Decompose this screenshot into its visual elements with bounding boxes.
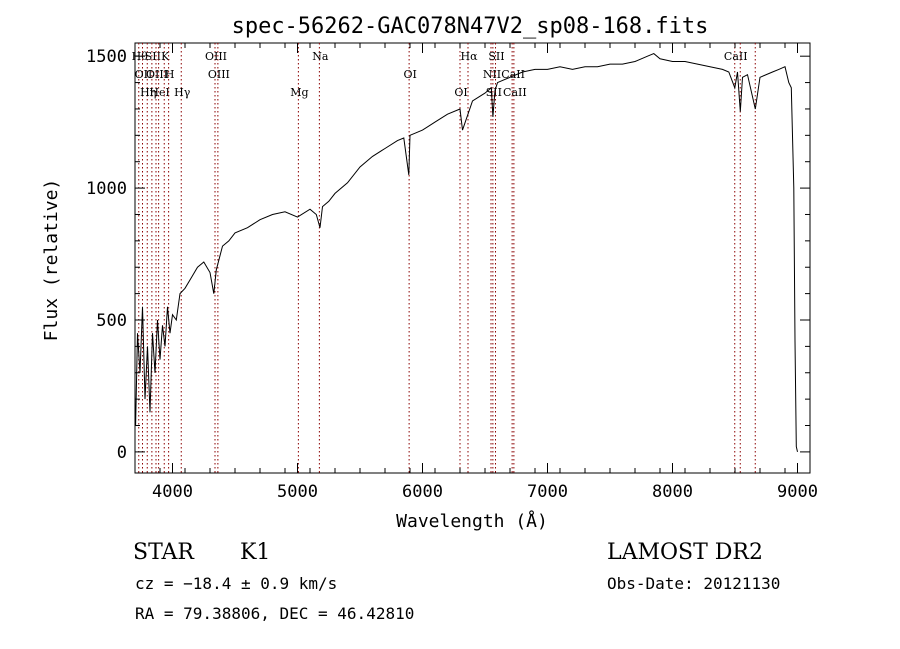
marker-label: Na: [312, 50, 329, 63]
object-class: STAR: [133, 540, 194, 565]
x-tick-label: 7000: [527, 482, 568, 502]
marker-label: HeI: [149, 86, 169, 99]
marker-label: CaII: [724, 50, 748, 63]
marker-label: OII: [135, 68, 153, 81]
chart-title: spec-56262-GAC078N47V2_sp08-168.fits: [232, 14, 709, 39]
redshift-readout: cz = −18.4 ± 0.9 km/s: [135, 574, 338, 593]
marker-label: SII: [486, 86, 502, 99]
marker-label: NII: [483, 68, 501, 81]
marker-label: OIII: [208, 68, 230, 81]
x-tick-label: 9000: [777, 482, 818, 502]
marker-label: OIII: [146, 68, 168, 81]
obs-date: Obs-Date: 20121130: [607, 574, 781, 593]
marker-label: CaII: [503, 86, 527, 99]
x-tick-label: 4000: [152, 482, 193, 502]
y-tick-label: 1000: [86, 179, 127, 199]
marker-label: Hα: [460, 50, 478, 63]
marker-label: OI: [454, 86, 467, 99]
plot-frame: [134, 42, 811, 474]
marker-label: Mg: [290, 86, 308, 99]
object-subclass: K1: [240, 540, 271, 565]
y-tick-label: 1500: [86, 47, 127, 67]
x-tick-label: 8000: [652, 482, 693, 502]
marker-label: H: [165, 68, 175, 81]
survey-name: LAMOST DR2: [607, 540, 763, 565]
marker-label: OI: [403, 68, 416, 81]
y-axis-label: Flux (relative): [41, 179, 62, 342]
marker-label: OIII: [205, 50, 227, 63]
marker-label: SII: [145, 50, 161, 63]
x-tick-label: 5000: [277, 482, 318, 502]
y-tick-label: 500: [96, 311, 127, 331]
marker-label: SII: [488, 50, 504, 63]
x-axis-label: Wavelength (Å): [396, 510, 548, 532]
spectral-line-markers: HθOIIHηSIIOIIIHeIKHHγOIIIOIIIMgNaOIOIHαN…: [132, 43, 756, 473]
coordinates: RA = 79.38806, DEC = 46.42810: [135, 604, 415, 623]
marker-label: K: [161, 50, 170, 63]
spectrum-line: [135, 53, 798, 453]
marker-label: Hγ: [174, 86, 191, 99]
axis-ticks: 4000 5000 6000 7000 8000 9000 0 500 1000 1500: [86, 43, 818, 502]
y-tick-label: 0: [117, 443, 127, 463]
marker-label: CaII: [501, 68, 525, 81]
x-tick-label: 6000: [402, 482, 443, 502]
